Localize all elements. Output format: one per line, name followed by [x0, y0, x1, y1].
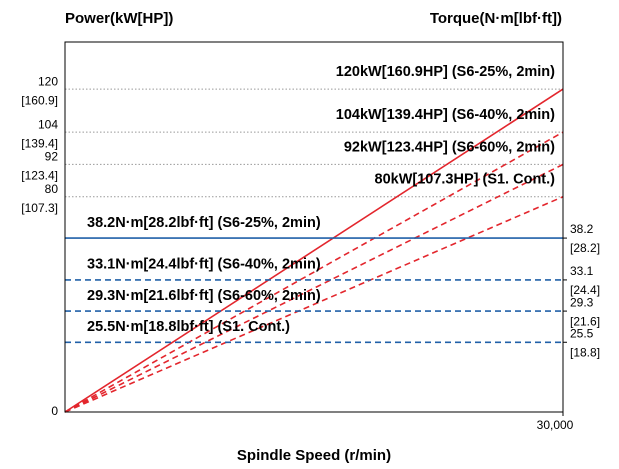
series-label: 80kW[107.3HP] (S1. Cont.)	[375, 172, 556, 188]
left-axis-title: Power(kW[HP])	[65, 10, 173, 27]
x-tick-label: 30,000	[537, 418, 574, 432]
y2-tick-sublabel: [18.8]	[570, 345, 600, 359]
y2-tick-label: 29.3	[570, 295, 594, 309]
y-tick-label: 0	[51, 404, 58, 418]
y2-tick-label: 25.5	[570, 326, 594, 340]
y-tick-label: 92	[45, 150, 59, 164]
y-tick-label: 80	[45, 182, 59, 196]
series-label: 29.3N·m[21.6lbf·ft] (S6-60%, 2min)	[87, 288, 321, 304]
series-line	[64, 163, 564, 413]
series-line	[64, 131, 564, 413]
y-tick-sublabel: [107.3]	[21, 201, 58, 215]
y2-tick-sublabel: [24.4]	[570, 283, 600, 297]
series-label: 92kW[123.4HP] (S6-60%, 2min)	[344, 139, 555, 155]
y2-tick-label: 33.1	[570, 264, 594, 278]
series-label: 120kW[160.9HP] (S6-25%, 2min)	[336, 64, 555, 80]
y2-tick-sublabel: [28.2]	[570, 241, 600, 255]
y2-tick-sublabel: [21.6]	[570, 314, 600, 328]
series-label: 104kW[139.4HP] (S6-40%, 2min)	[336, 107, 555, 123]
y-tick-label: 120	[38, 74, 58, 88]
y-tick-sublabel: [160.9]	[21, 93, 58, 107]
series-label: 33.1N·m[24.4lbf·ft] (S6-40%, 2min)	[87, 257, 321, 273]
y-tick-sublabel: [139.4]	[21, 136, 58, 150]
plot-frame	[64, 41, 564, 413]
y-tick-sublabel: [123.4]	[21, 169, 58, 183]
x-axis-title: Spindle Speed (r/min)	[237, 447, 391, 464]
series-label: 25.5N·m[18.8lbf·ft] (S1. Cont.)	[87, 319, 290, 335]
series-line	[64, 195, 564, 413]
right-axis-title: Torque(N·m[lbf·ft])	[430, 10, 562, 27]
y2-tick-label: 38.2	[570, 222, 594, 236]
series-line	[64, 88, 564, 413]
y-tick-label: 104	[38, 117, 58, 131]
series-label: 38.2N·m[28.2lbf·ft] (S6-25%, 2min)	[87, 215, 321, 231]
